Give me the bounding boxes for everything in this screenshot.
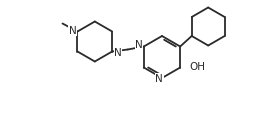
Text: OH: OH [189, 63, 205, 72]
Text: N: N [69, 26, 76, 36]
Text: N: N [135, 41, 143, 51]
Text: N: N [155, 74, 163, 84]
Text: N: N [114, 48, 122, 57]
